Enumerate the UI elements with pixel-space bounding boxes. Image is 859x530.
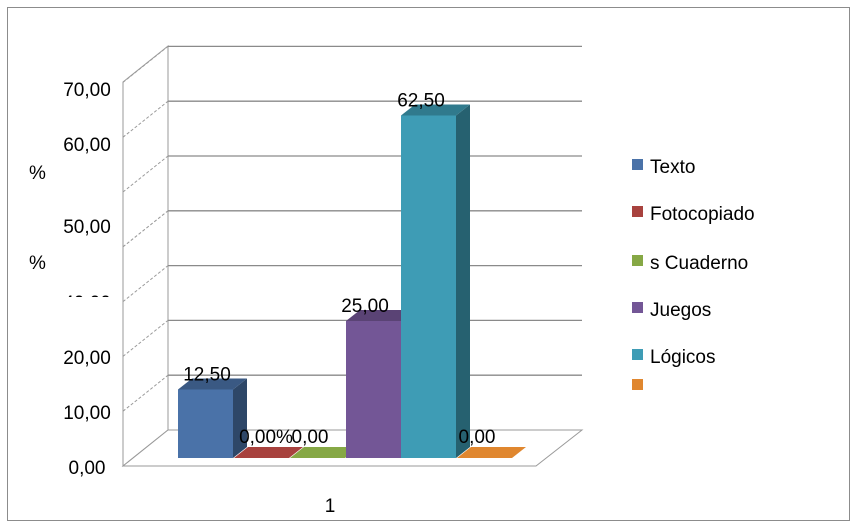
legend-label: Fotocopiado xyxy=(650,204,755,225)
legend-swatch xyxy=(632,159,643,170)
y-tick-label: 0,00 xyxy=(69,458,106,479)
bar-top xyxy=(346,310,415,321)
bar-front xyxy=(346,321,401,458)
chart-side-wall xyxy=(122,44,169,468)
bar-top xyxy=(401,104,470,116)
bar-front xyxy=(178,389,233,458)
bar-texto xyxy=(178,378,247,458)
value-label: 0,00 xyxy=(292,427,329,448)
bar-l-gicos xyxy=(401,104,470,458)
legend: Texto Fotocopiado s Cuaderno Juegos Lógicos xyxy=(632,157,755,390)
bar-side xyxy=(233,378,247,458)
bar-top xyxy=(457,447,526,458)
bar-top xyxy=(178,378,247,390)
legend-item: Juegos xyxy=(632,300,711,321)
label-mask xyxy=(40,297,120,312)
legend-swatch xyxy=(632,349,643,360)
legend-swatch xyxy=(632,302,643,313)
y-tick-label: 70,00 xyxy=(63,80,111,101)
bar-s-cuaderno xyxy=(290,447,359,458)
bar-front xyxy=(401,115,456,458)
y-unit-label: % xyxy=(29,253,46,274)
y-tick-label: 50,00 xyxy=(63,217,111,238)
legend-item: Fotocopiado xyxy=(632,204,755,225)
y-tick-label: 20,00 xyxy=(63,348,111,369)
legend-item xyxy=(632,379,643,390)
value-label: 12,50 xyxy=(183,365,231,386)
y-tick-label: 60,00 xyxy=(63,135,111,156)
bar-side xyxy=(456,104,470,458)
legend-label: Texto xyxy=(650,157,695,178)
legend-label: s Cuaderno xyxy=(650,253,748,274)
bars xyxy=(178,104,526,458)
legend-swatch xyxy=(632,255,643,266)
y-axis-unit-labels: %% xyxy=(29,163,46,274)
value-label: 62,50 xyxy=(397,91,445,112)
legend-label: Lógicos xyxy=(650,347,716,368)
value-label: 25,00 xyxy=(341,296,389,317)
x-axis-category-label: 1 xyxy=(325,496,336,517)
bar-fotocopiado xyxy=(234,447,303,458)
legend-swatch xyxy=(632,379,643,390)
value-label: 0,00% xyxy=(239,427,293,448)
legend-swatch xyxy=(632,206,643,217)
legend-item: Lógicos xyxy=(632,347,716,368)
legend-label: Juegos xyxy=(650,300,711,321)
legend-item: Texto xyxy=(632,157,695,178)
bar-top xyxy=(234,447,303,458)
bar-series-6 xyxy=(457,447,526,458)
y-tick-label: 10,00 xyxy=(63,403,111,424)
y-unit-label: % xyxy=(29,163,46,184)
bar-top xyxy=(290,447,359,458)
value-label: 0,00 xyxy=(459,427,496,448)
legend-item: s Cuaderno xyxy=(632,253,748,274)
